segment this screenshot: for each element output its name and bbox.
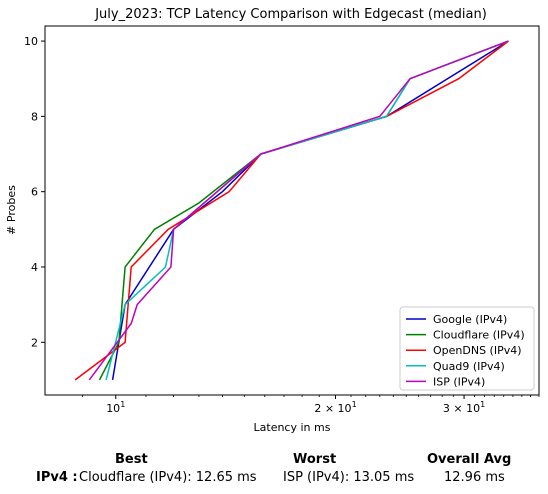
x-tick-label: 3 × 101 (443, 400, 485, 415)
y-tick-label: 10 (24, 35, 38, 48)
best-header: Best (115, 452, 148, 467)
x-tick-label: 101 (106, 400, 125, 415)
worst-header: Worst (293, 452, 337, 467)
series-line-4 (88, 40, 509, 381)
latency-summary: Best Worst Overall Avg IPv4 : Cloudflare… (0, 446, 548, 494)
legend-box (399, 306, 535, 391)
latency-chart: July_2023: TCP Latency Comparison with E… (5, 7, 540, 434)
y-tick-label: 8 (31, 110, 38, 123)
series-line-2 (74, 40, 509, 381)
y-axis-label: # Probes (5, 185, 18, 235)
overall-avg-value: 12.96 ms (444, 470, 505, 485)
y-tick-label: 2 (31, 336, 38, 349)
legend-label: Google (IPv4) (433, 313, 507, 326)
best-value: Cloudflare (IPv4): 12.65 ms (79, 470, 257, 485)
plot-frame (44, 25, 540, 396)
legend-label: Cloudflare (IPv4) (433, 329, 525, 342)
axis-ticks: 2 4 6 8 10 101 2 × 101 3 × 101 (24, 35, 540, 415)
x-tick-label: 2 × 101 (314, 400, 356, 415)
legend-label: OpenDNS (IPv4) (433, 344, 522, 357)
ipv4-row-label: IPv4 : (36, 470, 78, 485)
legend-label: ISP (IPv4) (433, 375, 485, 388)
series-lines (74, 40, 509, 381)
legend: Google (IPv4) Cloudflare (IPv4) OpenDNS (I… (399, 306, 535, 391)
legend-label: Quad9 (IPv4) (433, 360, 505, 373)
y-tick-label: 4 (31, 261, 38, 274)
x-axis-label: Latency in ms (254, 421, 331, 434)
y-tick-label: 6 (31, 186, 38, 199)
chart-title: July_2023: TCP Latency Comparison with E… (94, 7, 487, 22)
worst-value: ISP (IPv4): 13.05 ms (283, 470, 415, 485)
overall-avg-header: Overall Avg (427, 452, 512, 467)
